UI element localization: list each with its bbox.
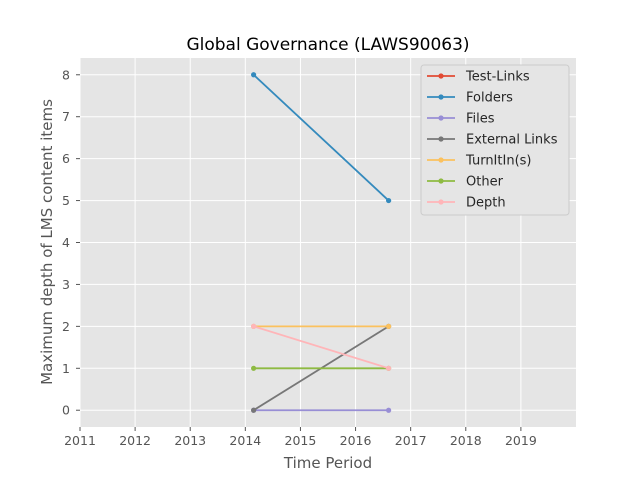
legend-label-other: Other [466, 175, 504, 190]
legend-label-folders: Folders [466, 91, 513, 106]
y-tick-label: 4 [62, 235, 70, 250]
legend-item-folders: Folders [427, 91, 513, 106]
legend-marker-external-links [438, 136, 444, 142]
legend-item-test-links: Test-Links [427, 70, 530, 85]
data-point-other [251, 365, 257, 371]
x-tick-label: 2019 [505, 433, 537, 448]
x-tick-label: 2012 [119, 433, 151, 448]
x-tick-label: 2017 [395, 433, 427, 448]
x-tick-label: 2018 [450, 433, 482, 448]
data-point-depth [251, 323, 257, 329]
series-line-depth [253, 325, 389, 370]
legend-label-turnitin-s: TurnItIn(s) [465, 154, 531, 169]
y-axis-label: Maximum depth of LMS content items [38, 99, 56, 385]
legend-label-test-links: Test-Links [465, 70, 530, 85]
data-point-external-links [251, 407, 257, 413]
x-tick-label: 2016 [340, 433, 372, 448]
legend-item-depth: Depth [427, 196, 506, 211]
legend: Test-Links Folders Files External Links Turn… [420, 64, 570, 216]
y-axis-ticks: 0 1 2 3 4 5 6 7 8 [62, 67, 80, 418]
x-tick-label: 2014 [229, 433, 261, 448]
legend-item-turnitin-s: TurnItIn(s) [427, 154, 531, 169]
legend-box [420, 64, 570, 216]
x-tick-label: 2015 [285, 433, 317, 448]
y-tick-label: 6 [62, 151, 70, 166]
y-tick-label: 7 [62, 109, 70, 124]
legend-item-other: Other [427, 175, 504, 190]
y-tick-label: 2 [62, 319, 70, 334]
legend-marker-folders [438, 94, 444, 100]
series-layer [251, 72, 392, 413]
legend-marker-other [438, 178, 444, 184]
legend-item-external-links: External Links [427, 133, 558, 148]
x-tick-label: 2011 [64, 433, 96, 448]
data-point-files [386, 407, 392, 413]
y-tick-label: 0 [62, 403, 70, 418]
x-axis-label: Time Period [283, 454, 372, 472]
legend-marker-depth [438, 199, 444, 205]
legend-label-files: Files [466, 112, 495, 127]
legend-marker-files [438, 115, 444, 121]
x-tick-label: 2013 [174, 433, 206, 448]
data-point-turnitin-s [386, 323, 392, 329]
y-tick-label: 3 [62, 277, 70, 292]
y-tick-label: 1 [62, 361, 70, 376]
legend-item-files: Files [427, 112, 495, 127]
y-tick-label: 5 [62, 193, 70, 208]
y-tick-label: 8 [62, 67, 70, 82]
chart-title: Global Governance (LAWS90063) [186, 35, 469, 55]
legend-marker-turnitin-s [438, 157, 444, 163]
legend-label-depth: Depth [466, 196, 506, 211]
data-point-folders [386, 197, 392, 204]
data-point-folders [251, 72, 257, 78]
legend-marker-test-links [438, 73, 444, 79]
legend-label-external-links: External Links [466, 133, 558, 148]
data-point-depth [386, 365, 392, 371]
series-line-folders [252, 74, 390, 202]
x-axis-ticks: 2011 2012 2013 2014 2015 2016 2017 2018 2019 [64, 427, 537, 448]
